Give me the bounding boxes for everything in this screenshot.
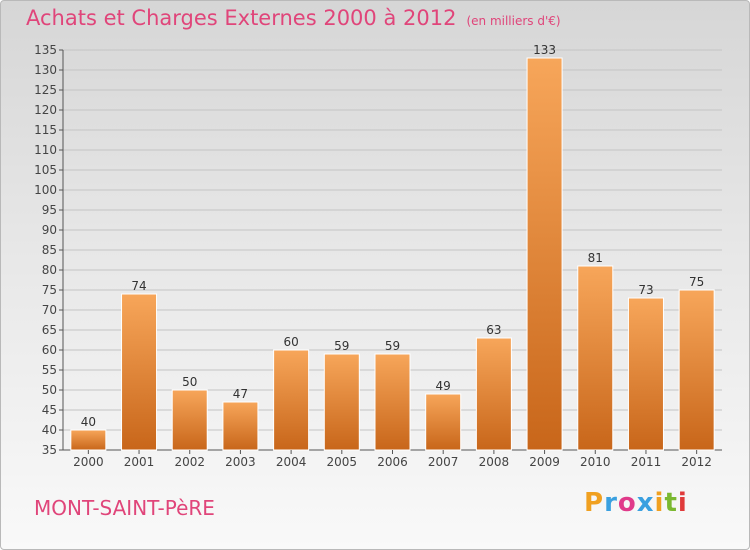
- logo-letter: P: [584, 488, 605, 518]
- logo-letter: t: [664, 488, 678, 518]
- y-tick-label: 105: [34, 163, 57, 177]
- bar-2007: [425, 393, 462, 451]
- y-tick-label: 60: [42, 343, 57, 357]
- logo-letter: i: [654, 488, 665, 518]
- y-tick-label: 90: [42, 223, 57, 237]
- x-tick-labels: 2000 2001 2002 2003 2004 2005 2006 2007 2008 2009…: [73, 450, 712, 469]
- y-tick-label: 45: [42, 403, 57, 417]
- y-tick-label: 85: [42, 243, 57, 257]
- bar-2006: [374, 353, 411, 451]
- x-tick-label: 2000: [73, 455, 104, 469]
- bar-2011: [627, 297, 664, 451]
- y-tick-label: 100: [34, 183, 57, 197]
- bar-2002: [171, 389, 208, 451]
- bar-value-label: 81: [588, 251, 603, 265]
- proxiti-logo: Proxiti: [584, 488, 688, 518]
- bar-value-label: 133: [533, 43, 556, 57]
- y-tick-label: 80: [42, 263, 57, 277]
- logo-letter: x: [636, 488, 655, 518]
- x-tick-label: 2011: [631, 455, 662, 469]
- x-tick-label: 2008: [479, 455, 510, 469]
- bar-value-label: 63: [486, 323, 501, 337]
- y-tick-label: 115: [34, 123, 57, 137]
- bar-value-label: 75: [689, 275, 704, 289]
- bar-value-label: 60: [283, 335, 298, 349]
- x-tick-label: 2002: [174, 455, 205, 469]
- bar-2010: [577, 265, 614, 451]
- x-tick-label: 2003: [225, 455, 256, 469]
- title-text: Achats et Charges Externes 2000 à 2012: [26, 6, 457, 30]
- x-tick-label: 2009: [529, 455, 560, 469]
- x-tick-label: 2010: [580, 455, 611, 469]
- y-tick-labels: 35 40 45 50 55 60 65 70 75 80 85 90 95 100 105 110 115 12…: [34, 43, 57, 457]
- logo-letter: o: [617, 488, 637, 518]
- bar-2008: [475, 337, 512, 451]
- bar-value-label: 47: [233, 387, 248, 401]
- commune-name: MONT-SAINT-PèRE: [34, 496, 215, 520]
- logo-letter: i: [677, 488, 688, 518]
- y-tick-label: 95: [42, 203, 57, 217]
- bar-2001: [121, 293, 158, 451]
- y-tick-label: 125: [34, 83, 57, 97]
- y-tick-label: 40: [42, 423, 57, 437]
- x-tick-label: 2005: [327, 455, 358, 469]
- y-tick-label: 120: [34, 103, 57, 117]
- chart-title: Achats et Charges Externes 2000 à 2012 (e…: [26, 6, 561, 30]
- y-tick-label: 70: [42, 303, 57, 317]
- y-tick-label: 130: [34, 63, 57, 77]
- bar-2004: [273, 349, 310, 451]
- y-tick-label: 135: [34, 43, 57, 57]
- x-tick-label: 2006: [377, 455, 408, 469]
- y-tick-label: 110: [34, 143, 57, 157]
- y-tick-label: 75: [42, 283, 57, 297]
- y-tick-label: 50: [42, 383, 57, 397]
- bar-value-label: 50: [182, 375, 197, 389]
- bar-value-label: 49: [436, 379, 451, 393]
- bar-value-label: 59: [334, 339, 349, 353]
- bar-value-label: 40: [81, 415, 96, 429]
- bar-2009: [526, 57, 563, 451]
- bar-value-label: 59: [385, 339, 400, 353]
- y-tick-label: 35: [42, 443, 57, 457]
- bar-value-label: 73: [638, 283, 653, 297]
- bar-2012: [678, 289, 715, 451]
- x-tick-label: 2001: [124, 455, 155, 469]
- chart-subtitle: (en milliers d'€): [466, 14, 561, 28]
- x-tick-label: 2004: [276, 455, 307, 469]
- bars: 40 74 50 47 60 59 59 49 63 133 81 73 75: [70, 43, 715, 451]
- bar-2005: [323, 353, 360, 451]
- logo-letter: r: [604, 488, 618, 518]
- x-tick-label: 2012: [681, 455, 712, 469]
- y-tick-label: 65: [42, 323, 57, 337]
- y-tick-label: 55: [42, 363, 57, 377]
- x-tick-label: 2007: [428, 455, 459, 469]
- bar-2000: [70, 429, 107, 451]
- bar-2003: [222, 401, 259, 451]
- bar-value-label: 74: [131, 279, 146, 293]
